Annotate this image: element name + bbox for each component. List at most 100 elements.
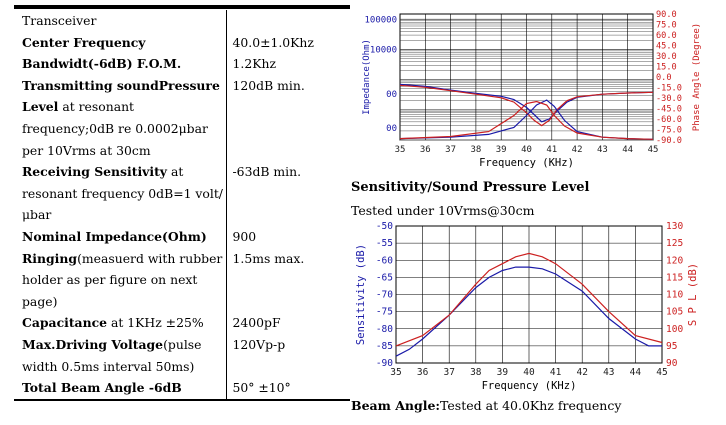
spec-label-text: Transceiver [22,13,97,28]
impedance-x-tick-label: 37 [445,145,456,155]
spl-x-tick-label: 37 [443,367,454,378]
sensitivity-y-tick-label: -85 [376,341,393,352]
spl-y-tick-label: 120 [666,255,683,266]
spec-label-bold: Ringing [22,250,78,266]
impedance-phase-chart: 35 36 37 38 39 40 41 42 43 44 45 100000 10000 00 00 90.… [362,10,702,168]
sensitivity-y-tick-label: -50 [376,222,393,232]
spl-x-tick-label: 41 [550,367,562,378]
sensitivity-spl-chart: 35 36 37 38 39 40 41 42 43 44 45 -50 -55 -60 -65 -70 -75… [355,222,699,392]
impedance-x-axis-label: Frequency (KHz) [479,157,574,168]
spl-x-tick-label: 39 [497,367,509,378]
phase-y-tick-label: -75.0 [656,126,682,136]
spl-x-tick-label: 36 [417,367,429,378]
phase-y-tick-label: 0.0 [656,73,672,83]
spec-row: Center Frequency 40.0±1.0Khz [14,31,350,54]
spl-y-tick-label: 95 [666,341,677,352]
spl-y-tick-label: 100 [666,324,683,335]
spec-label-bold: Capacitance [22,315,108,331]
table-top-rule [14,5,350,9]
spec-label: Total Beam Angle -6dB [14,377,226,401]
spec-table-body: Transceiver Center Frequency 40.0±1.0Khz Ba… [14,10,350,401]
spec-row: Bandwidt(-6dB) F.O.M. 1.2Khz [14,53,350,75]
phase-y-tick-label: 30.0 [656,52,677,62]
impedance-x-tick-label: 43 [597,145,608,155]
sensitivity-curve [395,266,662,357]
spec-label-bold: Max.Driving Voltage [22,336,164,352]
spec-value: -63dB min. [225,161,350,226]
phase-y-axis-label: Phase Angle (Degree) [692,23,702,131]
spl-y-tick-label: 130 [666,222,683,232]
phase-y-tick-label: 90.0 [656,10,677,20]
spl-x-axis-label: Frequency (KHz) [482,380,577,392]
impedance-x-tick-label: 38 [470,145,481,155]
sensitivity-y-tick-label: -90 [376,358,393,369]
spec-row: Transceiver [14,10,350,32]
spec-value: 1.2Khz [225,53,350,75]
spec-label: Transmitting soundPressure Level at reso… [14,75,226,161]
sensitivity-y-tick-label: -70 [376,290,393,301]
spec-row: Receiving Sensitivity at resonant freque… [14,161,350,226]
spec-label: Bandwidt(-6dB) F.O.M. [14,53,226,75]
spec-label: Transceiver [14,10,226,32]
phase-y-tick-label: -90.0 [656,136,682,146]
spl-y-tick-label: 110 [666,290,683,301]
spec-row: Total Beam Angle -6dB 50° ±10° [14,377,350,401]
impedance-y-tick-label: 100000 [364,15,397,25]
sensitivity-y-tick-label: -65 [376,272,393,283]
impedance-x-tick-label: 44 [622,145,633,155]
spec-label-text: at resonant frequency 0dB=1 volt/μbar [22,164,223,223]
spl-chart-title: Sensitivity/Sound Pressure Level [351,180,590,195]
spec-row: Transmitting soundPressure Level at reso… [14,74,350,162]
impedance-y-tick-label: 10000 [370,45,397,55]
spl-test-condition: Tested under 10Vrms@30cm [351,203,535,218]
sensitivity-y-tick-label: -60 [376,255,393,266]
spl-x-tick-label: 38 [470,367,482,378]
spec-label-bold: Receiving Sensitivity [22,164,167,180]
impedance-x-tick-label: 40 [521,145,532,155]
impedance-y-axis-label: Impedance(Ohm) [362,39,372,115]
spec-row: Nominal Impedance(Ohm) 900 [14,225,350,248]
spec-label: Center Frequency [14,32,226,54]
sensitivity-y-tick-label: -55 [376,238,393,249]
impedance-x-tick-label: 39 [496,145,507,155]
spec-label-text: at 1KHz ±25% [107,315,204,331]
spec-value: 120Vp-p [225,333,350,378]
spec-label-text: (measuerd with rubber holder as per figu… [22,250,223,309]
spl-y-tick-label: 105 [666,307,683,318]
spec-label-bold: Total Beam Angle -6dB [22,380,182,396]
impedance-x-tick-label: 41 [546,145,557,155]
spec-label: Capacitance at 1KHz ±25% [14,312,226,334]
spec-row: Capacitance at 1KHz ±25% 2400pF [14,312,350,334]
impedance-curve [399,84,654,127]
phase-y-tick-label: -30.0 [656,94,682,104]
phase-y-tick-label: -45.0 [656,105,682,115]
spl-y-tick-label: 125 [666,238,683,249]
spec-value: 50° ±10° [225,377,350,401]
spec-row: Max.Driving Voltage(pulse width 0.5ms in… [14,333,350,378]
impedance-x-tick-label: 35 [395,145,406,155]
spl-y-tick-label: 90 [666,358,678,369]
spl-x-tick-label: 43 [603,367,614,378]
impedance-y-tick-label: 00 [386,124,397,134]
spec-label-bold: Center Frequency [22,34,146,50]
phase-y-tick-label: 60.0 [656,31,677,41]
spec-value: 900 [225,225,350,248]
spec-value: 40.0±1.0Khz [225,31,350,54]
spec-label: Max.Driving Voltage(pulse width 0.5ms in… [14,334,226,377]
spl-x-tick-label: 44 [630,367,642,378]
spl-y-axis-label: S P L (dB) [687,263,699,326]
spl-y-tick-label: 115 [666,272,683,283]
phase-curve [399,100,654,140]
sensitivity-y-axis-label: Sensitivity (dB) [355,244,367,345]
spec-label: Receiving Sensitivity at resonant freque… [14,161,226,226]
beam-angle-note: Beam Angle:Tested at 40.0Khz frequency [351,398,621,413]
spec-label-bold: Nominal Impedance(Ohm) [22,228,207,244]
phase-y-tick-label: 15.0 [656,63,677,73]
sensitivity-y-tick-label: -75 [376,307,393,318]
impedance-y-tick-label: 00 [386,90,397,100]
spl-x-tick-label: 42 [576,367,587,378]
spec-value: 2400pF [225,312,350,334]
spl-x-tick-label: 45 [656,367,667,378]
phase-y-tick-label: 75.0 [656,21,677,31]
beam-angle-text: Tested at 40.0Khz frequency [440,398,622,413]
